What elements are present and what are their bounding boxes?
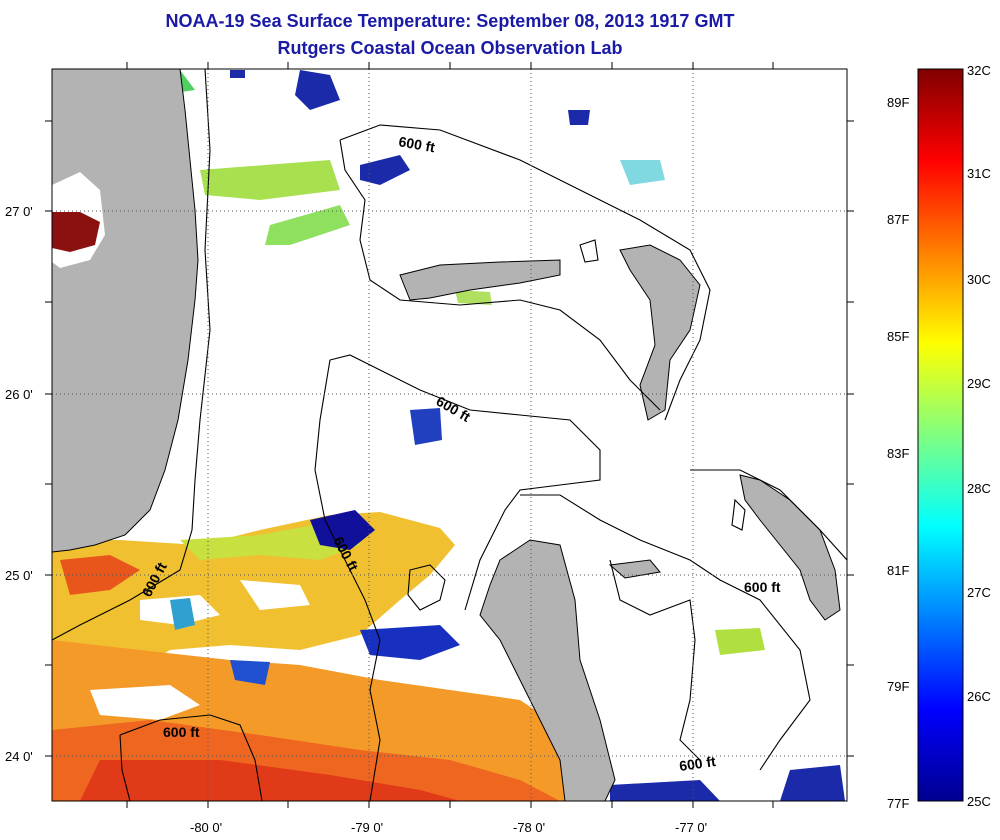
y-tick-label: 26 0' — [5, 387, 33, 402]
y-tick-label: 25 0' — [5, 568, 33, 583]
colorbar-celsius-label: 28C — [967, 481, 991, 496]
colorbar-fahrenheit-label: 85F — [887, 329, 909, 344]
colorbar-celsius-label: 32C — [967, 63, 991, 78]
map-title: NOAA-19 Sea Surface Temperature: Septemb… — [165, 11, 735, 31]
new-providence-land — [608, 559, 661, 579]
colorbar-celsius-label: 25C — [967, 794, 991, 809]
contour-label: 600 ft — [678, 753, 717, 774]
colorbar-fahrenheit-label: 87F — [887, 212, 909, 227]
contour-label: 600 ft — [163, 724, 200, 740]
colorbar-fahrenheit-label: 77F — [887, 796, 909, 811]
x-tick-label: -77 0' — [675, 820, 707, 835]
colorbar-celsius-label: 29C — [967, 376, 991, 391]
colorbar-fahrenheit-label: 83F — [887, 446, 909, 461]
x-tick-label: -78 0' — [513, 820, 545, 835]
contour-label: 600 ft — [397, 133, 436, 155]
colorbar-fahrenheit-labels: 89F 87F 85F 83F 81F 79F 77F — [887, 95, 909, 811]
contour-label: 600 ft — [744, 579, 781, 595]
colorbar — [917, 68, 964, 802]
colorbar-celsius-label: 27C — [967, 585, 991, 600]
axis-ticks — [45, 62, 854, 808]
colorbar-celsius-label: 26C — [967, 689, 991, 704]
x-tick-labels: -80 0' -79 0' -78 0' -77 0' — [190, 820, 707, 835]
abaco-land — [619, 244, 701, 421]
andros-land — [479, 539, 616, 801]
graticule — [52, 69, 847, 801]
sst-data-layer — [52, 70, 845, 801]
colorbar-celsius-labels: 32C 31C 30C 29C 28C 27C 26C 25C — [967, 63, 991, 809]
warm-lake-patch — [52, 212, 100, 252]
colorbar-fahrenheit-label: 79F — [887, 679, 909, 694]
y-tick-labels: 27 0' 26 0' 25 0' 24 0' — [5, 204, 33, 764]
colorbar-celsius-label: 30C — [967, 272, 991, 287]
colorbar-celsius-label: 31C — [967, 166, 991, 181]
map-subtitle: Rutgers Coastal Ocean Observation Lab — [277, 38, 623, 58]
grand-bahama-land — [399, 259, 561, 301]
x-tick-label: -80 0' — [190, 820, 222, 835]
x-tick-label: -79 0' — [351, 820, 383, 835]
colorbar-fahrenheit-label: 81F — [887, 563, 909, 578]
y-tick-label: 27 0' — [5, 204, 33, 219]
y-tick-label: 24 0' — [5, 749, 33, 764]
colorbar-fahrenheit-label: 89F — [887, 95, 909, 110]
